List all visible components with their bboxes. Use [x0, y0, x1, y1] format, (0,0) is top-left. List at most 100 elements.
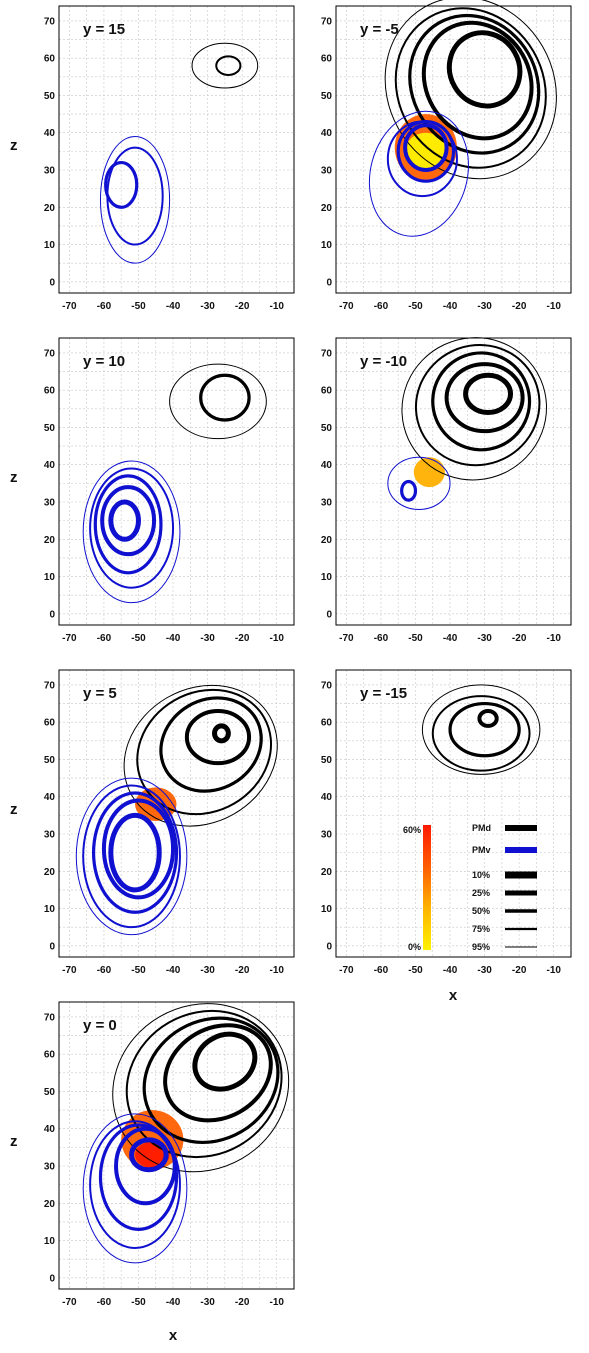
panel-y5: -70 -60 -50 -40 -30 -20 -10 0 10 20 30 40 50 60 70 y = …: [44, 669, 295, 976]
z-axis-label: z: [10, 801, 18, 818]
contour-pmv-50: [91, 791, 179, 914]
panel-title: y = -5: [360, 21, 399, 38]
panel-y0: -70 -60 -50 -40 -30 -20 -10 0 10 20 30 40 50 60 70 y = …: [44, 1001, 295, 1308]
contour-pmd-25: [477, 709, 499, 728]
contour-pmd-95: [169, 363, 267, 440]
z-tick-label: 60: [44, 386, 56, 397]
colorbar: [423, 825, 431, 950]
z-tick-label: 40: [44, 1124, 56, 1135]
z-tick-label: 20: [44, 535, 56, 546]
contour-pmd-75: [431, 695, 531, 772]
z-tick-label: 0: [49, 941, 55, 952]
x-tick-label: -30: [200, 633, 215, 644]
z-tick-label: 20: [44, 867, 56, 878]
panel-y15: -70 -60 -50 -40 -30 -20 -10 0 10 20 30 40 50 60 70 y = …: [44, 5, 295, 312]
panel-frame: [58, 5, 295, 294]
contour-pmv-75: [89, 467, 175, 589]
x-tick-label: -10: [269, 633, 284, 644]
gridlines: [336, 338, 572, 625]
contour-pmv-50: [93, 474, 163, 575]
z-tick-label: 70: [321, 680, 333, 691]
contour-pmv-25: [114, 1126, 177, 1206]
z-tick-label: 50: [44, 423, 56, 434]
z-tick-label: 30: [321, 166, 333, 177]
legend-level-label: 95%: [472, 942, 490, 952]
contour-pmv-10: [108, 499, 141, 542]
z-tick-label: 20: [321, 867, 333, 878]
x-tick-label: -50: [131, 633, 146, 644]
z-tick-label: 40: [321, 460, 333, 471]
z-tick-label: 0: [326, 277, 332, 288]
z-tick-label: 10: [44, 904, 56, 915]
z-tick-label: 70: [44, 1012, 56, 1023]
contour-pmd-10: [446, 30, 523, 109]
panel-y10: -70 -60 -50 -40 -30 -20 -10 0 10 20 30 40 50 60 70 y = …: [44, 337, 295, 644]
contour-pmv-25: [101, 798, 176, 900]
x-tick-label: -70: [339, 633, 354, 644]
z-tick-label: 20: [321, 535, 333, 546]
x-tick-label: -20: [235, 965, 250, 976]
x-tick-label: -50: [408, 633, 423, 644]
z-tick-label: 40: [44, 128, 56, 139]
x-tick-label: -20: [512, 965, 527, 976]
overlap-patch: [413, 457, 445, 488]
z-tick-label: 40: [321, 792, 333, 803]
x-tick-label: -20: [235, 1297, 250, 1308]
x-tick-label: -60: [97, 301, 112, 312]
panel-title: y = 5: [83, 685, 117, 702]
panel-background: [59, 6, 294, 293]
contour-pmd-75: [136, 688, 273, 816]
z-tick-label: 50: [44, 91, 56, 102]
z-tick-label: 30: [44, 830, 56, 841]
x-tick-label: -30: [200, 965, 215, 976]
panel-title: y = -15: [360, 685, 407, 702]
contour-pmd-95: [384, 0, 557, 180]
panel-title: y = 10: [83, 353, 125, 370]
x-tick-label: -30: [477, 965, 492, 976]
contour-pmd-50: [199, 373, 251, 422]
contour-pmd-95: [421, 684, 541, 775]
z-tick-label: 60: [44, 1050, 56, 1061]
x-tick-label: -20: [512, 301, 527, 312]
z-tick-label: 10: [44, 240, 56, 251]
z-tick-label: 20: [44, 1199, 56, 1210]
x-tick-label: -30: [200, 301, 215, 312]
z-tick-label: 70: [321, 348, 333, 359]
x-tick-label: -60: [374, 301, 389, 312]
panel-frame: [335, 669, 572, 958]
z-tick-label: 50: [321, 423, 333, 434]
z-tick-label: 0: [49, 609, 55, 620]
x-tick-label: -50: [131, 301, 146, 312]
x-tick-label: -50: [408, 301, 423, 312]
z-tick-label: 70: [44, 16, 56, 27]
contour-pmv-95: [368, 110, 469, 237]
z-tick-label: 40: [44, 460, 56, 471]
panel-y-10: -70 -60 -50 -40 -30 -20 -10 0 10 20 30 40 50 60 70 y = …: [321, 337, 572, 644]
z-tick-label: 0: [326, 609, 332, 620]
z-tick-label: 60: [321, 386, 333, 397]
gridlines: [59, 338, 295, 625]
contour-pmd-50: [448, 701, 521, 758]
x-tick-label: -50: [131, 1297, 146, 1308]
contour-pmd-25: [444, 362, 525, 434]
z-tick-label: 30: [44, 166, 56, 177]
gridlines: [59, 670, 295, 957]
z-tick-label: 70: [44, 348, 56, 359]
colorbar-min-label: 0%: [408, 942, 421, 952]
z-tick-label: 30: [44, 498, 56, 509]
x-tick-label: -60: [374, 633, 389, 644]
contour-pmv-10: [108, 812, 162, 893]
x-tick-label: -40: [166, 301, 181, 312]
z-tick-label: 0: [326, 941, 332, 952]
x-tick-label: -30: [477, 301, 492, 312]
panel-title: y = -10: [360, 353, 407, 370]
legend-level-label: 25%: [472, 888, 490, 898]
legend-level-label: 50%: [472, 906, 490, 916]
contour-pmd-95: [123, 684, 278, 827]
z-tick-label: 10: [44, 572, 56, 583]
contour-pmv-75: [89, 1120, 181, 1249]
z-axis-label: z: [10, 1133, 18, 1150]
x-tick-label: -60: [97, 1297, 112, 1308]
colorbar-max-label: 60%: [403, 825, 421, 835]
